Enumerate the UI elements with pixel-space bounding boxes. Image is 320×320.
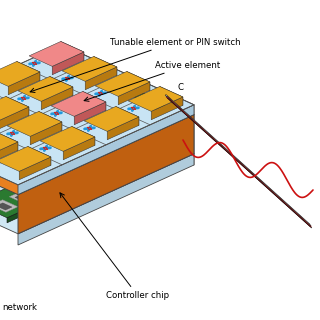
- Polygon shape: [18, 105, 194, 195]
- Polygon shape: [156, 103, 164, 114]
- Polygon shape: [18, 76, 73, 101]
- Polygon shape: [72, 168, 88, 176]
- Polygon shape: [64, 172, 108, 197]
- Polygon shape: [7, 111, 62, 136]
- Polygon shape: [95, 71, 150, 96]
- Polygon shape: [128, 86, 183, 111]
- Polygon shape: [67, 165, 94, 178]
- Polygon shape: [0, 61, 40, 86]
- Polygon shape: [62, 56, 117, 81]
- Polygon shape: [0, 147, 51, 171]
- Polygon shape: [0, 45, 194, 185]
- Text: Tunable element or PIN switch: Tunable element or PIN switch: [30, 37, 240, 92]
- Polygon shape: [18, 154, 194, 245]
- Polygon shape: [107, 117, 139, 140]
- Polygon shape: [18, 115, 194, 234]
- Polygon shape: [30, 122, 62, 145]
- Polygon shape: [75, 157, 108, 177]
- Polygon shape: [40, 126, 95, 151]
- Polygon shape: [62, 45, 194, 115]
- Polygon shape: [8, 72, 40, 95]
- Text: C: C: [177, 83, 183, 92]
- Polygon shape: [0, 94, 194, 234]
- Polygon shape: [62, 55, 194, 154]
- Polygon shape: [48, 174, 75, 186]
- Polygon shape: [85, 67, 117, 90]
- Polygon shape: [111, 151, 126, 158]
- Polygon shape: [63, 137, 95, 160]
- Polygon shape: [133, 93, 164, 107]
- Polygon shape: [74, 102, 106, 125]
- Polygon shape: [7, 198, 51, 223]
- Polygon shape: [0, 142, 18, 165]
- Polygon shape: [129, 142, 145, 149]
- Text: Controller chip: Controller chip: [60, 193, 170, 300]
- Polygon shape: [41, 87, 73, 110]
- Polygon shape: [142, 93, 164, 110]
- Polygon shape: [19, 157, 51, 180]
- Polygon shape: [0, 55, 194, 195]
- Polygon shape: [94, 56, 117, 75]
- Polygon shape: [6, 96, 29, 115]
- Polygon shape: [52, 52, 84, 75]
- Polygon shape: [0, 200, 18, 212]
- Polygon shape: [88, 131, 165, 166]
- Text: Active element: Active element: [84, 60, 220, 101]
- Polygon shape: [15, 194, 31, 202]
- Polygon shape: [160, 86, 183, 105]
- Polygon shape: [18, 183, 51, 203]
- Polygon shape: [61, 42, 84, 60]
- Polygon shape: [83, 92, 106, 110]
- Polygon shape: [151, 97, 183, 120]
- Polygon shape: [9, 191, 37, 204]
- Polygon shape: [39, 111, 62, 130]
- Polygon shape: [0, 183, 51, 218]
- Polygon shape: [53, 177, 69, 184]
- Polygon shape: [118, 82, 150, 105]
- Polygon shape: [50, 76, 73, 95]
- Polygon shape: [72, 126, 95, 145]
- Polygon shape: [84, 107, 139, 131]
- Polygon shape: [116, 107, 139, 125]
- Text: Passive scattering element: Passive scattering element: [0, 319, 1, 320]
- Polygon shape: [0, 107, 29, 130]
- Polygon shape: [124, 139, 151, 152]
- Polygon shape: [0, 96, 29, 121]
- Polygon shape: [31, 157, 108, 192]
- Polygon shape: [132, 131, 165, 151]
- Polygon shape: [0, 203, 12, 210]
- Polygon shape: [18, 152, 194, 233]
- Polygon shape: [28, 147, 51, 165]
- Text: network: network: [2, 302, 37, 311]
- Polygon shape: [18, 153, 194, 234]
- Polygon shape: [29, 42, 84, 66]
- Polygon shape: [0, 132, 18, 156]
- Polygon shape: [51, 92, 106, 116]
- Polygon shape: [17, 61, 40, 80]
- Polygon shape: [121, 146, 165, 171]
- Polygon shape: [105, 148, 132, 160]
- Polygon shape: [62, 94, 194, 165]
- Polygon shape: [127, 71, 150, 90]
- Polygon shape: [0, 132, 18, 150]
